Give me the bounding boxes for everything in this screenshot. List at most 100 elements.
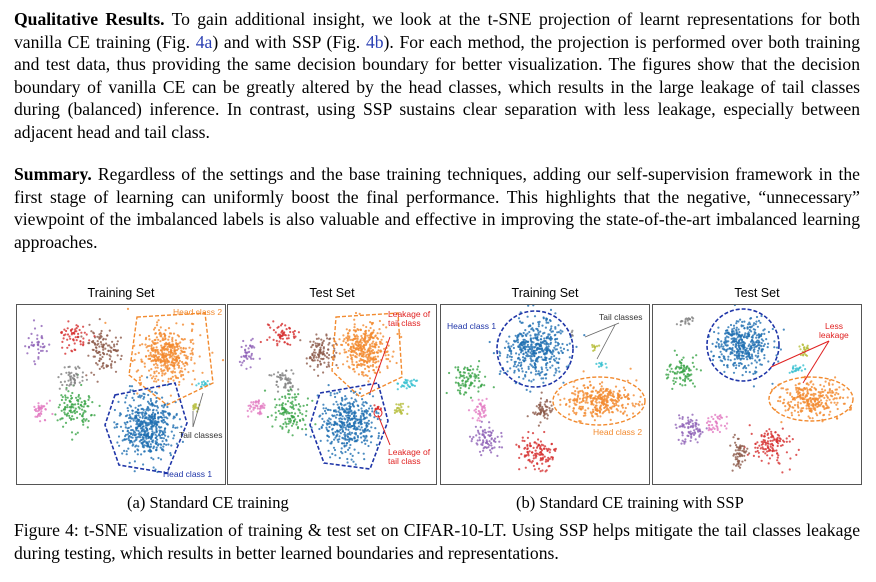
tsne-point — [791, 395, 794, 398]
tsne-point — [328, 417, 331, 420]
tsne-point — [750, 353, 753, 356]
tsne-point — [376, 355, 380, 358]
tsne-point — [155, 409, 158, 412]
tsne-point — [814, 393, 817, 396]
tsne-point — [758, 341, 761, 344]
tsne-point — [543, 430, 546, 434]
tsne-point — [48, 343, 51, 346]
tsne-point — [150, 456, 153, 459]
tsne-point — [110, 360, 114, 363]
tsne-point — [762, 447, 765, 450]
tsne-point — [801, 343, 804, 346]
tsne-point — [556, 344, 559, 347]
tsne-point — [360, 407, 363, 410]
tsne-point — [731, 328, 734, 331]
tsne-point — [162, 353, 165, 357]
tsne-point — [541, 405, 544, 409]
tsne-point — [365, 423, 368, 427]
tsne-point — [331, 414, 334, 417]
tsne-point — [324, 354, 327, 357]
tsne-point — [483, 384, 486, 387]
tsne-point — [175, 322, 178, 325]
tsne-point — [70, 349, 73, 352]
tsne-point — [96, 351, 99, 354]
tsne-point — [795, 453, 798, 456]
tsne-point — [595, 345, 599, 348]
tsne-point — [113, 408, 116, 412]
tsne-point — [106, 353, 109, 356]
tsne-point — [801, 398, 804, 401]
tsne-point — [171, 357, 174, 360]
tsne-point — [367, 329, 370, 332]
tsne-point — [763, 432, 766, 435]
tsne-point — [673, 349, 676, 352]
tsne-point — [448, 371, 451, 375]
tsne-point — [137, 424, 140, 427]
tsne-point — [204, 382, 207, 385]
tsne-point — [143, 430, 146, 433]
tsne-point — [362, 339, 365, 342]
tsne-point — [381, 342, 384, 345]
tsne-point — [506, 353, 509, 357]
tsne-point — [775, 354, 778, 357]
tsne-point — [747, 331, 750, 334]
tsne-point — [149, 374, 152, 377]
tsne-point — [846, 396, 849, 399]
tsne-point — [93, 335, 96, 338]
tsne-point — [535, 370, 538, 373]
tsne-point — [142, 397, 145, 400]
tsne-point — [473, 379, 476, 382]
tsne-point — [70, 418, 73, 421]
tsne-point — [763, 435, 766, 438]
tsne-point — [811, 397, 815, 400]
tsne-point — [459, 392, 462, 395]
figure-ref-4a[interactable]: 4a — [195, 31, 213, 52]
tsne-point — [102, 367, 105, 370]
tsne-point — [617, 404, 620, 407]
tsne-point — [268, 374, 271, 377]
tsne-point — [560, 349, 563, 352]
tsne-point — [770, 430, 773, 433]
tsne-point — [350, 458, 353, 461]
tsne-point — [357, 425, 360, 428]
tsne-point — [838, 397, 841, 400]
tsne-plot-ce-train: Head class 2 Tail classes Head class 1 — [16, 304, 226, 485]
tsne-point — [151, 403, 154, 406]
tsne-point — [484, 441, 488, 444]
tsne-point — [357, 451, 360, 454]
tsne-point — [352, 414, 356, 418]
tsne-point — [282, 374, 285, 377]
tsne-point — [168, 335, 171, 338]
tsne-point — [682, 379, 685, 382]
figure-ref-4b[interactable]: 4b — [365, 31, 384, 52]
tsne-point — [692, 365, 695, 368]
tsne-point — [159, 359, 163, 362]
tsne-point — [103, 353, 106, 356]
tsne-point — [826, 391, 829, 394]
tsne-point — [159, 436, 162, 439]
tsne-point — [517, 364, 520, 367]
tsne-point — [153, 380, 156, 383]
tsne-point — [339, 428, 342, 431]
tsne-point — [773, 346, 776, 349]
tsne-point — [370, 421, 373, 424]
tsne-point — [478, 380, 481, 383]
tsne-point — [161, 351, 164, 354]
tsne-point — [756, 325, 759, 328]
tsne-point — [515, 352, 518, 355]
tsne-point — [490, 442, 493, 445]
tsne-point — [809, 396, 812, 400]
tsne-point — [34, 409, 38, 413]
tsne-point — [359, 416, 362, 419]
tsne-point — [65, 414, 68, 417]
tsne-point — [562, 347, 566, 350]
tsne-point — [619, 410, 622, 413]
tsne-point — [183, 364, 186, 367]
tsne-point — [538, 343, 541, 346]
head-class-2-outline — [552, 376, 646, 426]
tsne-point — [375, 343, 378, 346]
tsne-point — [689, 425, 692, 429]
tsne-point — [252, 401, 255, 404]
tsne-point — [488, 340, 491, 344]
tsne-point — [675, 372, 678, 375]
